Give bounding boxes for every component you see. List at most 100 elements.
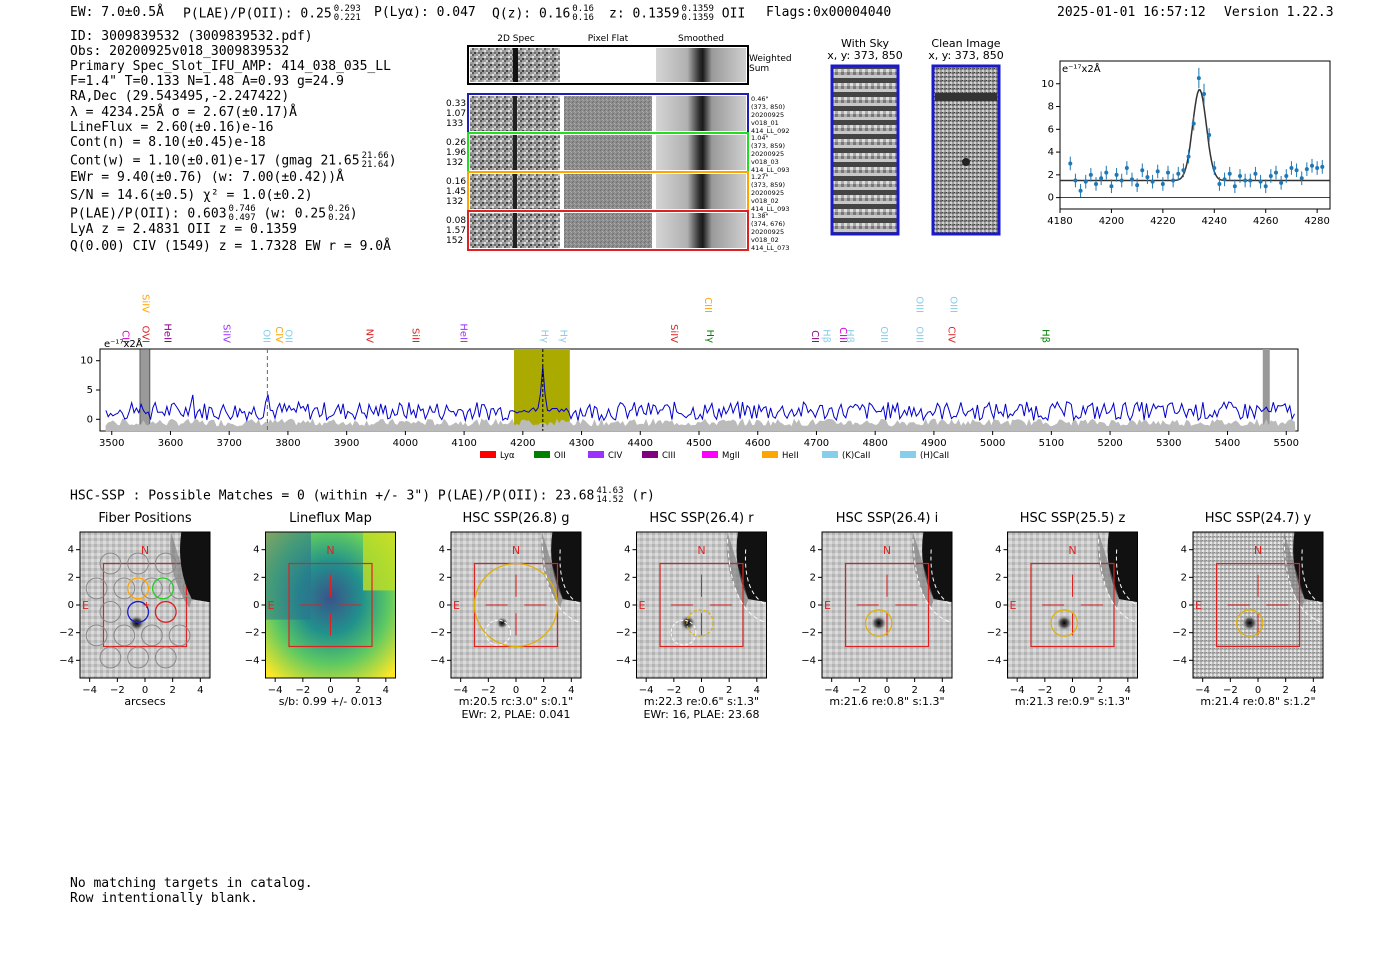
info-obs: Obs: 20200925v018_3009839532 [70,44,290,59]
hsc-xtick-label: 4 [939,685,945,696]
spec2d-weighted-smooth [656,48,746,82]
fit-data-point [1078,188,1083,193]
spectrum-xtick-label: 3600 [158,438,183,449]
fit-data-point [1253,171,1258,176]
fit-data-point [1073,178,1078,183]
spec2d-row-right-value: (374, 676) [751,220,785,228]
lineflux-map-blob [363,532,396,591]
emission-line-label: CIV [946,326,957,343]
spec2d-row-flat [564,174,652,209]
galaxy-outline [727,539,767,624]
spec2d-row-left-value: 0.16 [446,177,466,187]
galaxy-outline [744,549,767,606]
fiber-highlight [127,600,150,623]
galaxy-outline [541,539,582,624]
legend-swatch [588,451,604,458]
compass-east: E [824,599,831,612]
hsc-xtick-label: 2 [169,685,175,696]
spec2d-row-left-value: 1.45 [446,187,466,197]
spectrum-xtick-label: 4600 [745,438,770,449]
compass-north: N [141,544,149,557]
emission-line-label: Hγ [704,330,715,344]
info-lineflux: LineFlux = 2.60(±0.16)e-16 [70,120,274,135]
compass-east: E [1010,599,1017,612]
fit-data-point [1268,173,1273,178]
spec2d-row-left-value: 132 [446,158,463,168]
emission-line-label: CIII [837,327,848,343]
spectrum-highlight [514,349,570,431]
spec2d-row-right-value: 414_LL_092 [751,127,790,135]
legend-label: HeII [782,451,799,461]
spectrum-xtick-label: 3800 [275,438,300,449]
emission-line-label: CII [809,330,820,343]
hsc-panel: Fiber Positions + N E 4 2 0 −2 −4 −4 −2 0 2 4 arcsecs [59,511,211,708]
aperture-box [1030,562,1115,648]
hsc-panel-caption: m:22.3 re:0.6" s:1.3" [644,695,759,708]
spec2d-row-left-value: 132 [446,197,463,207]
info-radec: RA,Dec (29.543495,-2.247422) [70,89,290,104]
fit-data-point [1114,172,1119,177]
hsc-xtick-label: −2 [852,685,867,696]
spec2d-panel: 2D Spec Pixel Flat Smoothed Weighted Sum… [446,34,792,252]
info-contw-hi: 21.66 [361,151,389,161]
compass-east: E [82,599,89,612]
hsc-ytick-label: −2 [616,628,631,639]
header-version: Version 1.22.3 [1224,5,1334,20]
compass-north: N [883,544,891,557]
hsc-panel-caption: m:20.5 rc:3.0" s:0.1" [459,695,574,708]
spec2d-row-smooth [656,174,746,209]
spectrum-ytick-label: 5 [87,385,93,396]
fit-data-point [1191,121,1196,126]
legend-swatch [900,451,916,458]
spec2d-weighted-label-2: Sum [749,64,769,74]
fit-data-point [1310,163,1314,168]
spectrum-xtick-label: 5200 [1097,438,1122,449]
hsc-xtick-label: −2 [1037,685,1052,696]
hsc-ytick-label: 0 [1181,600,1187,611]
compass-east: E [639,599,646,612]
info-plae: P(LAE)/P(OII): 0.603 0.746 0.497 (w: 0.25 0… [70,205,358,223]
fit-data-point [1181,168,1186,173]
hsc-xtick-label: −4 [639,685,654,696]
spectrum-xtick-label: 3500 [99,438,124,449]
hsc-xtick-label: 0 [884,685,890,696]
bright-object [736,532,767,603]
emission-line-label: Hγ [539,330,550,344]
spectrum-xtick-label: 4300 [569,438,594,449]
aperture-box [659,562,744,648]
hsc-ytick-label: 4 [810,545,816,556]
emission-line-label: OVI [139,326,150,344]
hsc-xtick-label: 2 [355,685,361,696]
fiber-circle [154,552,177,575]
fit-data-point [1104,170,1109,175]
fiber-circle [113,577,136,600]
catalog-ellipse [485,619,511,646]
compass-east: E [1195,599,1202,612]
fit-data-point [1227,171,1232,176]
hsc-panel-caption: EWr: 2, PLAE: 0.041 [461,708,570,721]
hsc-ytick-label: 4 [624,545,630,556]
emission-line-label: CIII [702,297,713,313]
aperture-ellipse [1050,609,1078,637]
spec2d-weighted-label-1: Weighted [749,54,792,64]
fit-data-point [1207,133,1212,137]
legend-swatch [702,451,718,458]
catalog-ellipse [670,619,697,646]
fit-xtick-label: 4180 [1047,216,1072,227]
fit-xtick-label: 4280 [1304,216,1329,227]
sky-spectrum [105,418,1296,432]
legend-label: OII [554,451,566,461]
spectrum-xtick-label: 5000 [980,438,1005,449]
spec2d-row-left-value: 133 [446,119,463,129]
compass-east: E [268,599,275,612]
info-q: Q(0.00) CIV (1549) z = 1.7328 EW r = 9.0… [70,239,391,254]
hsc-ytick-label: −4 [59,655,74,666]
fit-data-point [1145,175,1150,180]
footer-line-1: No matching targets in catalog. [70,876,313,891]
spec2d-row-right-value: 414_LL_093 [751,166,790,174]
fiber-circle [99,552,122,575]
clean-image-band [935,93,997,101]
fit-data-point [1248,178,1253,183]
hsc-xtick-label: −2 [110,685,125,696]
